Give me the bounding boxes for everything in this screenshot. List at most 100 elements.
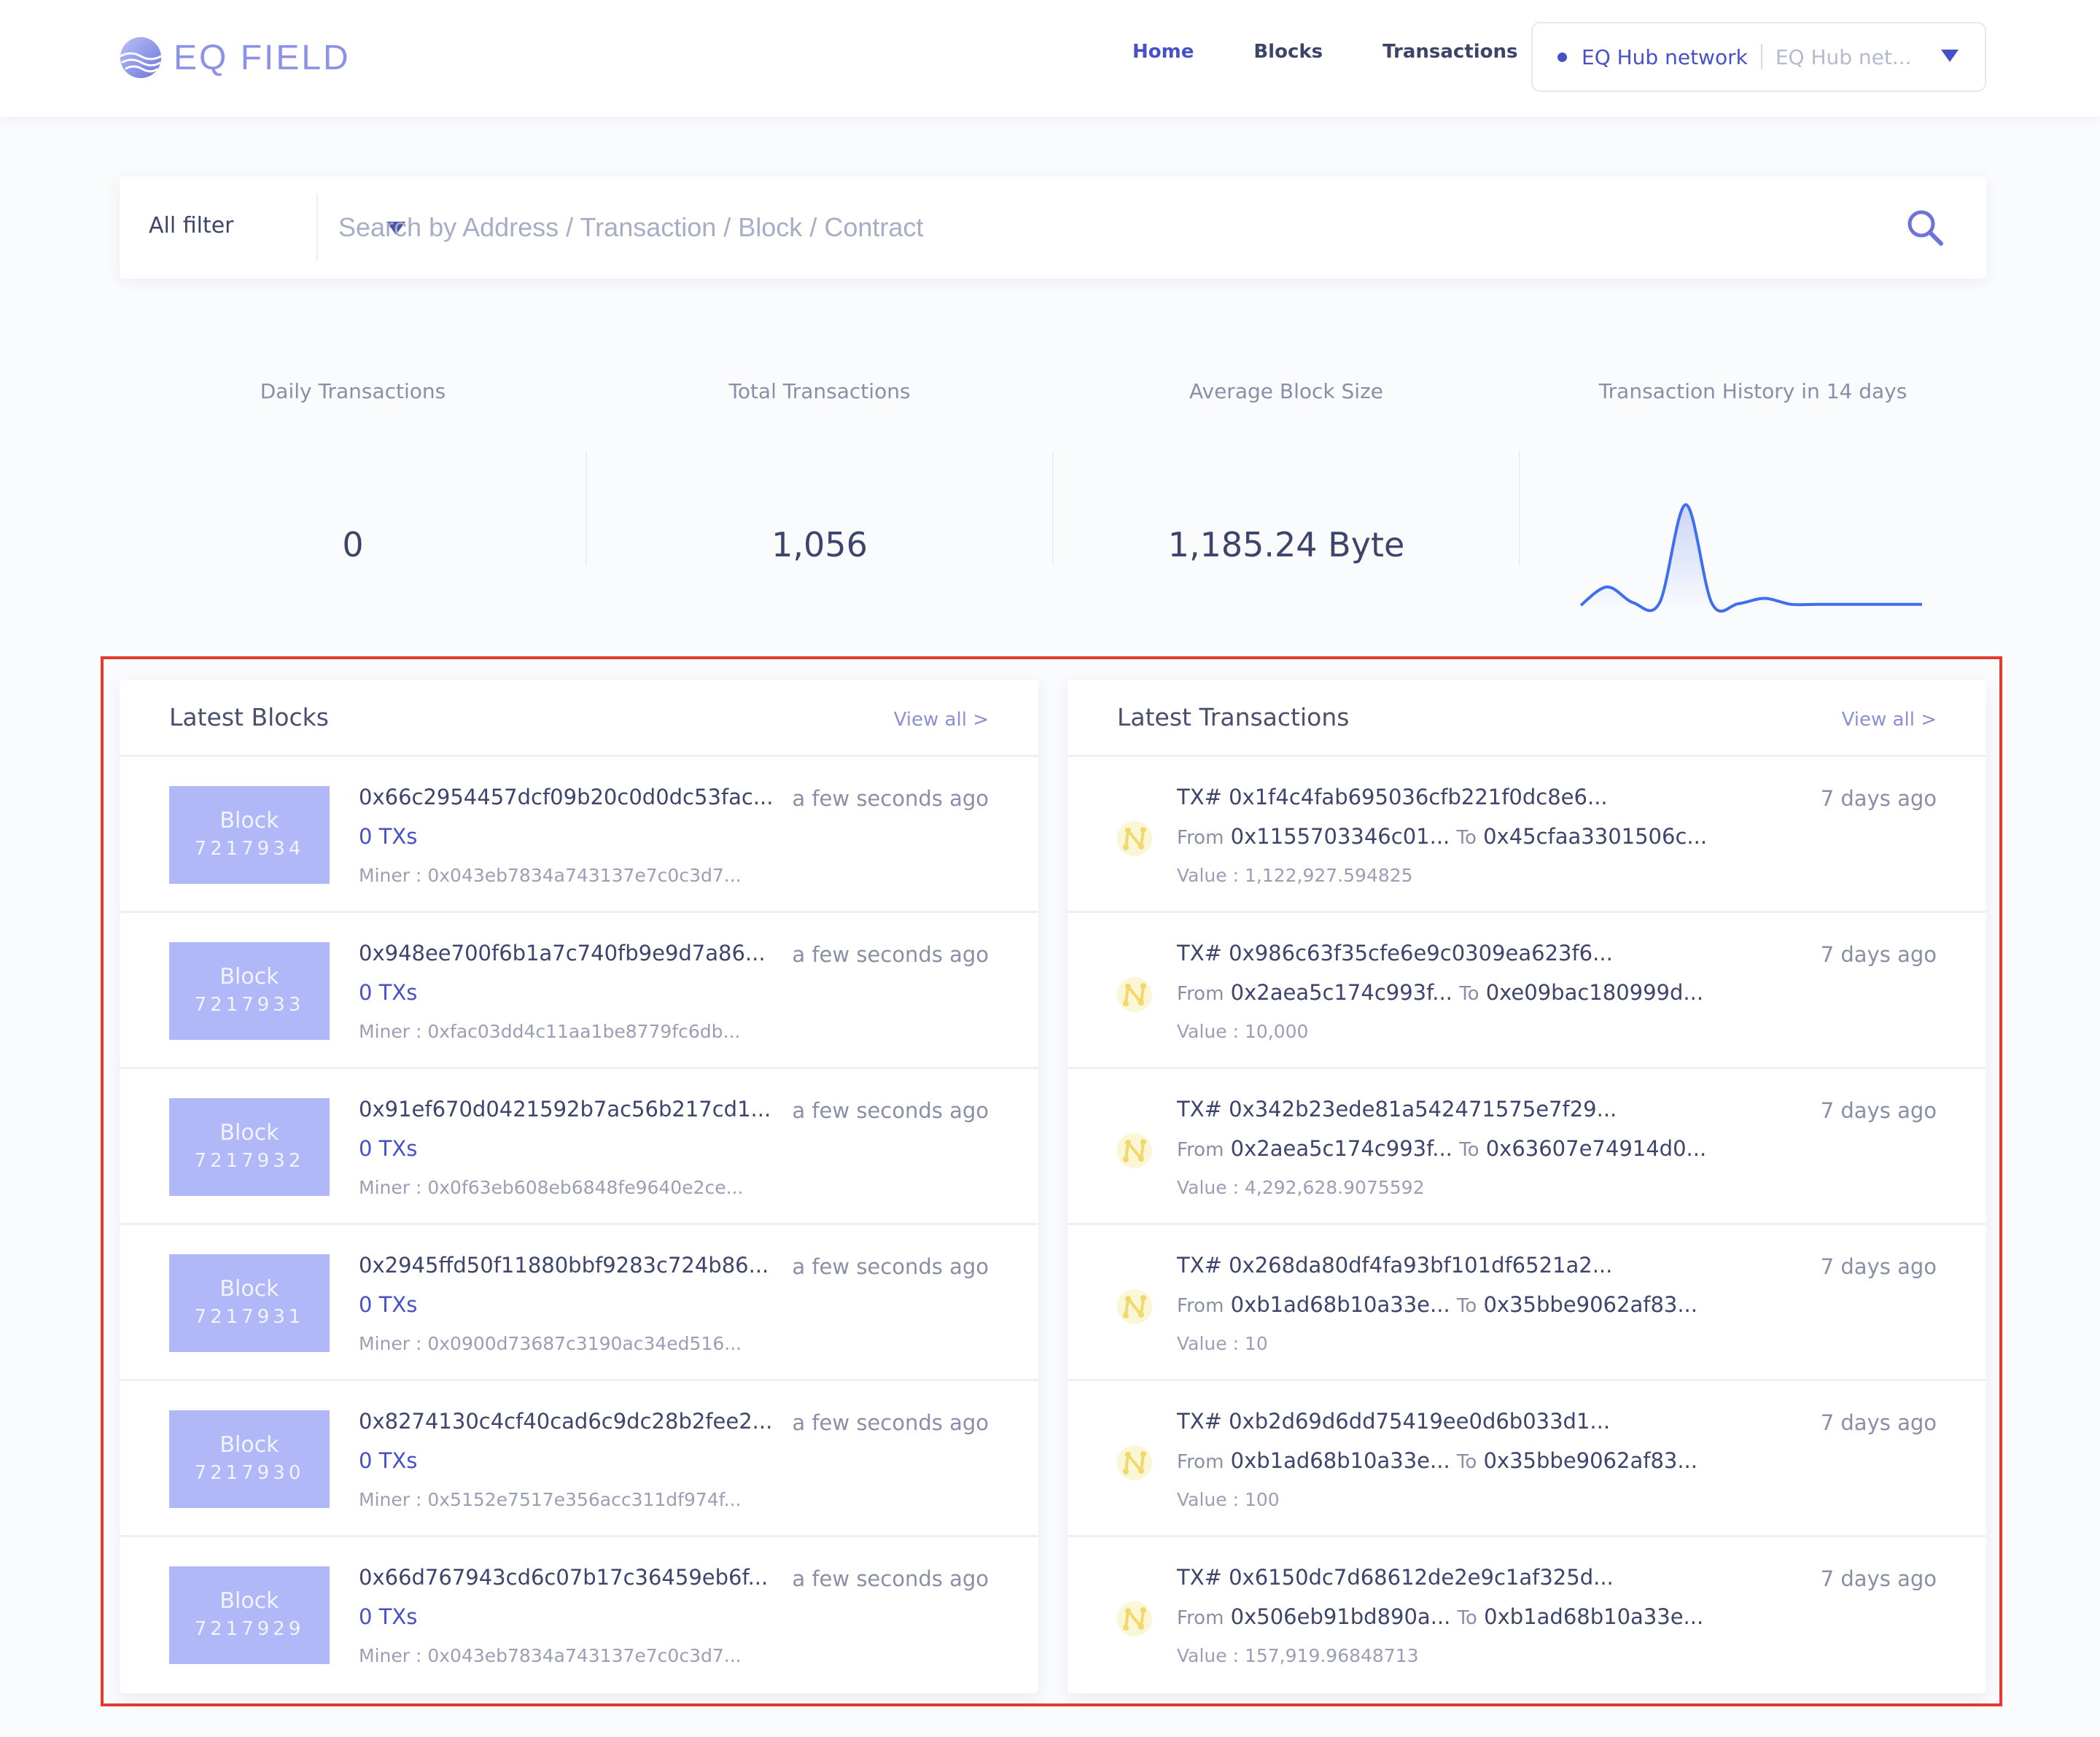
block-badge[interactable]: Block 7217933 xyxy=(169,942,330,1040)
block-tx-count-link[interactable]: 0 TXs xyxy=(359,1136,418,1161)
panel-title: Latest Transactions xyxy=(1117,703,1350,731)
block-row[interactable]: Block 7217933 0x948ee700f6b1a7c740fb9e9d… xyxy=(120,913,1038,1069)
block-tx-count-link[interactable]: 0 TXs xyxy=(359,1448,418,1473)
to-address-link[interactable]: 0x35bbe9062af83... xyxy=(1483,1292,1698,1317)
block-row[interactable]: Block 7217934 0x66c2954457dcf09b20c0d0dc… xyxy=(120,757,1038,913)
to-address-link[interactable]: 0x45cfaa3301506c... xyxy=(1483,824,1708,849)
transaction-row[interactable]: TX# 0x342b23ede81a542471575e7f29... 7 da… xyxy=(1068,1069,1986,1225)
block-tx-count-link[interactable]: 0 TXs xyxy=(359,824,418,849)
chart-point-4 xyxy=(1685,504,1687,505)
block-badge[interactable]: Block 7217930 xyxy=(169,1410,330,1508)
block-badge-label: Block xyxy=(219,1588,279,1614)
transaction-row[interactable]: TX# 0x6150dc7d68612de2e9c1af325d... 7 da… xyxy=(1068,1537,1986,1693)
block-hash-link[interactable]: 0x66c2954457dcf09b20c0d0dc53fac... xyxy=(359,785,774,809)
search-input[interactable] xyxy=(338,206,1797,249)
latest-blocks-panel: Latest Blocks View all > Block 7217934 0… xyxy=(120,680,1038,1693)
transaction-flow: From 0xb1ad68b10a33e... To 0x35bbe9062af… xyxy=(1177,1448,1698,1473)
from-address-link[interactable]: 0x1155703346c01... xyxy=(1230,824,1450,849)
transaction-value: Value : 1,122,927.594825 xyxy=(1177,865,1413,886)
chart-point-12 xyxy=(1895,604,1897,605)
block-time: a few seconds ago xyxy=(792,1098,989,1123)
block-badge[interactable]: Block 7217929 xyxy=(169,1566,330,1664)
chart-point-0 xyxy=(1580,605,1582,606)
transaction-flow: From 0x1155703346c01... To 0x45cfaa33015… xyxy=(1177,824,1707,849)
view-all-transactions-link[interactable]: View all > xyxy=(1841,709,1937,731)
block-hash-link[interactable]: 0x2945ffd50f11880bbf9283c724b86... xyxy=(359,1253,769,1278)
transaction-hash-link[interactable]: TX# 0xb2d69d6dd75419ee0d6b033d1... xyxy=(1177,1409,1611,1434)
transaction-row[interactable]: TX# 0x986c63f35cfe6e9c0309ea623f6... 7 d… xyxy=(1068,913,1986,1069)
view-all-blocks-link[interactable]: View all > xyxy=(893,709,989,731)
transaction-flow: From 0xb1ad68b10a33e... To 0x35bbe9062af… xyxy=(1177,1292,1698,1317)
from-address-link[interactable]: 0x2aea5c174c993f... xyxy=(1230,1136,1452,1161)
to-address-link[interactable]: 0xb1ad68b10a33e... xyxy=(1484,1604,1704,1629)
nav-transactions[interactable]: Transactions xyxy=(1382,41,1518,63)
block-miner: Miner : 0xfac03dd4c11aa1be8779fc6db... xyxy=(359,1021,741,1042)
block-badge-label: Block xyxy=(219,1120,279,1146)
network-selector[interactable]: EQ Hub network EQ Hub net... xyxy=(1531,22,1986,92)
chart-point-7 xyxy=(1764,597,1765,599)
block-tx-count-link[interactable]: 0 TXs xyxy=(359,1292,418,1317)
nav-home[interactable]: Home xyxy=(1132,41,1194,63)
search-icon[interactable] xyxy=(1905,207,1945,248)
transaction-node-icon xyxy=(1116,1288,1154,1326)
brand-logo[interactable]: EQ FIELD xyxy=(118,32,351,83)
transaction-time: 7 days ago xyxy=(1820,786,1937,811)
transaction-row[interactable]: TX# 0xb2d69d6dd75419ee0d6b033d1... 7 day… xyxy=(1068,1381,1986,1537)
block-hash-link[interactable]: 0x91ef670d0421592b7ac56b217cd1... xyxy=(359,1097,771,1122)
block-tx-count-link[interactable]: 0 TXs xyxy=(359,980,418,1005)
block-row[interactable]: Block 7217930 0x8274130c4cf40cad6c9dc28b… xyxy=(120,1381,1038,1537)
transaction-value: Value : 100 xyxy=(1177,1489,1280,1510)
transaction-hash-link[interactable]: TX# 0x1f4c4fab695036cfb221f0dc8e6... xyxy=(1177,785,1608,809)
block-tx-count-link[interactable]: 0 TXs xyxy=(359,1604,418,1629)
to-address-link[interactable]: 0x35bbe9062af83... xyxy=(1483,1448,1698,1473)
to-address-link[interactable]: 0x63607e74914d0... xyxy=(1485,1136,1707,1161)
stat-label: Average Block Size xyxy=(1189,379,1383,403)
filter-dropdown[interactable]: All filter xyxy=(149,213,234,238)
stat-divider xyxy=(1519,451,1520,566)
transaction-time: 7 days ago xyxy=(1820,1410,1937,1435)
transaction-time: 7 days ago xyxy=(1820,1098,1937,1123)
block-hash-link[interactable]: 0x66d767943cd6c07b17c36459eb6f... xyxy=(359,1565,769,1590)
from-address-link[interactable]: 0x506eb91bd890a... xyxy=(1230,1604,1451,1629)
block-hash-link[interactable]: 0x8274130c4cf40cad6c9dc28b2fee2... xyxy=(359,1409,773,1434)
from-label: From xyxy=(1177,827,1224,849)
block-row[interactable]: Block 7217931 0x2945ffd50f11880bbf9283c7… xyxy=(120,1225,1038,1381)
transaction-flow: From 0x2aea5c174c993f... To 0x63607e7491… xyxy=(1177,1136,1706,1161)
stat-average-block-size: Average Block Size 1,185.24 Byte xyxy=(1053,379,1520,564)
chart-point-13 xyxy=(1921,604,1923,605)
from-address-link[interactable]: 0xb1ad68b10a33e... xyxy=(1230,1292,1450,1317)
main-nav: Home Blocks Transactions xyxy=(1132,41,1578,63)
to-label: To xyxy=(1459,983,1479,1005)
transaction-hash-link[interactable]: TX# 0x342b23ede81a542471575e7f29... xyxy=(1177,1097,1617,1122)
from-address-link[interactable]: 0xb1ad68b10a33e... xyxy=(1230,1448,1450,1473)
transaction-row[interactable]: TX# 0x1f4c4fab695036cfb221f0dc8e6... 7 d… xyxy=(1068,757,1986,913)
transaction-hash-link[interactable]: TX# 0x268da80df4fa93bf101df6521a2... xyxy=(1177,1253,1613,1278)
block-hash-link[interactable]: 0x948ee700f6b1a7c740fb9e9d7a86... xyxy=(359,941,766,965)
transaction-value: Value : 157,919.96848713 xyxy=(1177,1645,1419,1666)
stat-label: Total Transactions xyxy=(728,379,911,403)
block-number: 7217930 xyxy=(194,1462,305,1484)
transaction-time: 7 days ago xyxy=(1820,942,1937,967)
network-active-name: EQ Hub network xyxy=(1582,44,1748,69)
transaction-row[interactable]: TX# 0x268da80df4fa93bf101df6521a2... 7 d… xyxy=(1068,1225,1986,1381)
transaction-hash-link[interactable]: TX# 0x986c63f35cfe6e9c0309ea623f6... xyxy=(1177,941,1613,965)
block-time: a few seconds ago xyxy=(792,1566,989,1591)
caret-down-icon[interactable] xyxy=(1941,50,1959,62)
transaction-hash-link[interactable]: TX# 0x6150dc7d68612de2e9c1af325d... xyxy=(1177,1565,1614,1590)
to-address-link[interactable]: 0xe09bac180999d... xyxy=(1485,980,1704,1005)
block-row[interactable]: Block 7217932 0x91ef670d0421592b7ac56b21… xyxy=(120,1069,1038,1225)
transaction-value: Value : 10 xyxy=(1177,1333,1268,1354)
chart-point-9 xyxy=(1816,604,1818,605)
block-badge-label: Block xyxy=(219,808,279,833)
block-badge[interactable]: Block 7217931 xyxy=(169,1254,330,1352)
block-badge[interactable]: Block 7217932 xyxy=(169,1098,330,1196)
from-address-link[interactable]: 0x2aea5c174c993f... xyxy=(1230,980,1452,1005)
top-header: EQ FIELD Home Blocks Transactions EQ Hub… xyxy=(0,0,2100,117)
nav-blocks[interactable]: Blocks xyxy=(1253,41,1323,63)
stat-divider xyxy=(1052,451,1054,566)
block-row[interactable]: Block 7217929 0x66d767943cd6c07b17c36459… xyxy=(120,1537,1038,1693)
from-label: From xyxy=(1177,1139,1224,1161)
stat-value: 1,056 xyxy=(771,525,868,564)
block-badge[interactable]: Block 7217934 xyxy=(169,786,330,884)
block-number: 7217933 xyxy=(194,994,305,1016)
